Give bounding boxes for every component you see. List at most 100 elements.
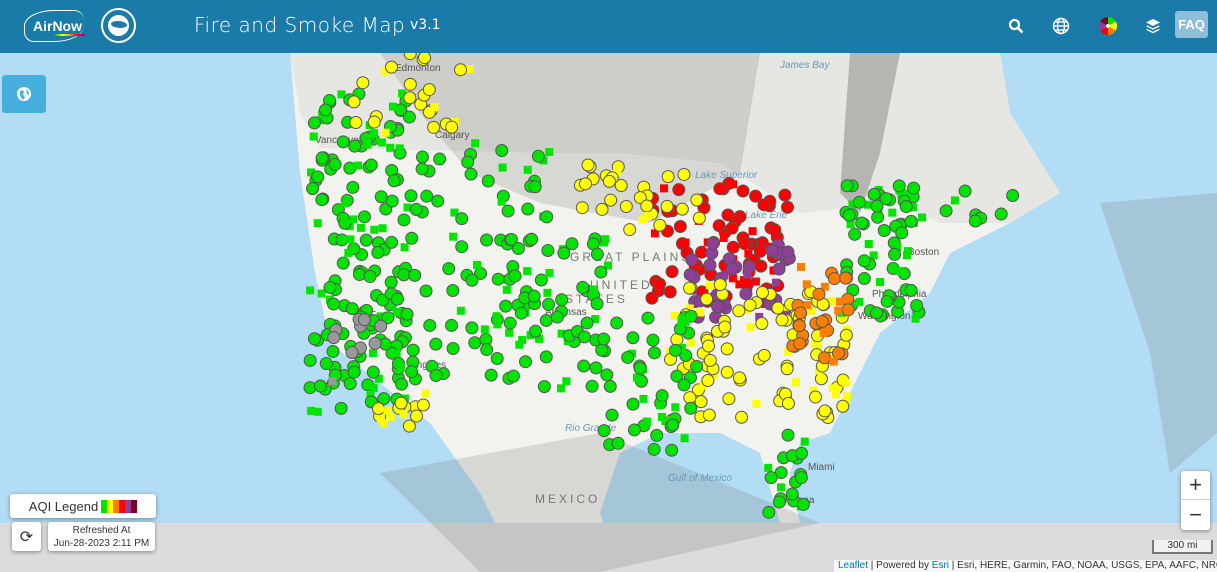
aqi-monitor-marker[interactable] [541,243,555,257]
aqi-monitor-marker[interactable] [752,399,761,408]
aqi-monitor-marker[interactable] [870,306,884,320]
aqi-monitor-marker[interactable] [306,182,320,196]
aqi-monitor-marker[interactable] [683,268,697,282]
aqi-monitor-marker[interactable] [700,292,714,306]
aqi-monitor-marker[interactable] [497,197,506,206]
aqi-monitor-marker[interactable] [809,386,818,395]
aqi-monitor-marker[interactable] [665,443,679,457]
aqi-monitor-marker[interactable] [409,202,423,216]
aqi-monitor-marker[interactable] [632,373,641,382]
aqi-monitor-marker[interactable] [394,396,408,410]
aqi-monitor-marker[interactable] [673,220,687,234]
aqi-monitor-marker[interactable] [498,163,507,172]
aqi-monitor-marker[interactable] [643,212,652,221]
aqi-monitor-marker[interactable] [918,213,927,222]
aqi-monitor-marker[interactable] [778,188,792,202]
aqi-monitor-marker[interactable] [307,332,321,346]
aqi-monitor-marker[interactable] [765,244,779,258]
aqi-monitor-marker[interactable] [386,143,395,152]
aqi-monitor-marker[interactable] [357,210,371,224]
aqi-monitor-marker[interactable] [585,379,599,393]
aqi-monitor-marker[interactable] [577,330,591,344]
aqi-monitor-marker[interactable] [677,316,686,325]
aqi-monitor-marker[interactable] [846,220,855,229]
aqi-monitor-marker[interactable] [812,287,826,301]
aqi-monitor-marker[interactable] [663,285,677,299]
aqi-monitor-marker[interactable] [677,343,686,352]
aqi-monitor-marker[interactable] [726,240,740,254]
aqi-monitor-marker[interactable] [791,378,800,387]
aqi-monitor-marker[interactable] [665,265,679,279]
aqi-monitor-marker[interactable] [316,116,325,125]
aqi-monitor-marker[interactable] [456,306,465,315]
aqi-monitor-marker[interactable] [349,116,363,130]
aqi-monitor-marker[interactable] [508,269,522,283]
aqi-monitor-marker[interactable] [499,299,513,313]
aqi-monitor-marker[interactable] [431,194,445,208]
aqi-monitor-marker[interactable] [848,227,862,241]
aqi-monitor-marker[interactable] [400,307,414,321]
aqi-monitor-marker[interactable] [347,365,361,379]
aqi-monitor-marker[interactable] [491,272,505,286]
aqi-monitor-marker[interactable] [455,212,469,226]
aqi-monitor-marker[interactable] [306,286,315,295]
aqi-monitor-marker[interactable] [721,208,735,222]
aqi-monitor-marker[interactable] [602,174,616,188]
aqi-monitor-marker[interactable] [334,401,348,415]
aqi-monitor-marker[interactable] [535,334,544,343]
aqi-monitor-marker[interactable] [385,194,399,208]
aqi-monitor-marker[interactable] [879,192,893,206]
aqi-monitor-marker[interactable] [841,303,855,317]
aqi-monitor-marker[interactable] [660,184,669,193]
aqi-monitor-marker[interactable] [725,262,739,276]
faq-button[interactable]: FAQ [1175,11,1208,38]
aqi-monitor-marker[interactable] [603,379,617,393]
aqi-monitor-marker[interactable] [729,180,738,189]
aqi-monitor-marker[interactable] [880,294,894,308]
aqi-monitor-marker[interactable] [794,306,808,320]
aqi-monitor-marker[interactable] [672,183,686,197]
aqi-monitor-marker[interactable] [869,251,878,260]
aqi-monitor-marker[interactable] [771,301,785,315]
aqi-monitor-marker[interactable] [581,158,595,172]
aqi-monitor-marker[interactable] [694,395,708,409]
aqi-monitor-marker[interactable] [576,280,590,294]
aqi-monitor-marker[interactable] [677,167,691,181]
aqi-monitor-marker[interactable] [784,347,793,356]
aqi-monitor-marker[interactable] [811,340,820,349]
aqi-monitor-marker[interactable] [364,158,378,172]
aqi-monitor-marker[interactable] [369,384,378,393]
aqi-monitor-marker[interactable] [403,77,417,91]
aqi-monitor-marker[interactable] [480,325,489,334]
aqi-monitor-marker[interactable] [565,237,579,251]
aqi-monitor-marker[interactable] [848,200,857,209]
aqi-monitor-marker[interactable] [911,314,920,323]
aqi-monitor-marker[interactable] [405,365,419,379]
aqi-monitor-marker[interactable] [542,297,556,311]
aqi-monitor-marker[interactable] [525,232,539,246]
aqi-monitor-marker[interactable] [416,398,430,412]
aqi-monitor-marker[interactable] [523,165,532,174]
aqi-monitor-marker[interactable] [492,312,501,321]
aqi-monitor-marker[interactable] [670,369,684,383]
aqi-monitor-marker[interactable] [480,343,494,357]
aqi-monitor-marker[interactable] [595,202,609,216]
aqi-monitor-marker[interactable] [950,196,959,205]
aqi-monitor-marker[interactable] [610,316,624,330]
aqi-monitor-marker[interactable] [719,233,728,242]
aqi-monitor-marker[interactable] [347,95,361,109]
aqi-monitor-marker[interactable] [633,361,647,375]
aqi-monitor-marker[interactable] [345,302,359,316]
aqi-monitor-marker[interactable] [829,357,838,366]
aqi-monitor-marker[interactable] [543,288,552,297]
aqi-monitor-marker[interactable] [313,407,322,416]
aqi-monitor-marker[interactable] [712,219,726,233]
aqi-monitor-marker[interactable] [595,343,609,357]
aqi-monitor-marker[interactable] [480,233,494,247]
aqi-monitor-marker[interactable] [352,268,366,282]
aqi-monitor-marker[interactable] [368,349,377,358]
aqi-monitor-marker[interactable] [646,333,660,347]
aqi-monitor-marker[interactable] [705,281,714,290]
aqi-monitor-marker[interactable] [802,280,811,289]
aqi-monitor-marker[interactable] [657,412,666,421]
